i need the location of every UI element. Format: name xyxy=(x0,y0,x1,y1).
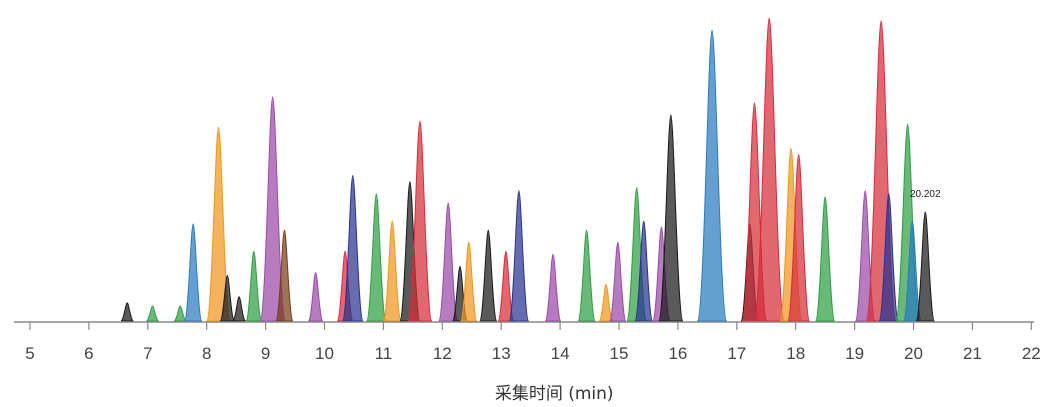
x-tick-label: 18 xyxy=(786,344,805,363)
chromatogram-peak xyxy=(382,220,402,322)
chromatogram-peak xyxy=(753,17,785,322)
annotations-layer: 20.202 xyxy=(910,189,941,200)
x-tick-label: 6 xyxy=(84,344,93,363)
peaks-layer xyxy=(120,17,935,322)
chromatogram-peak xyxy=(609,241,627,322)
x-tick-label: 10 xyxy=(315,344,334,363)
x-tick-label: 17 xyxy=(727,344,746,363)
chromatogram-peak xyxy=(219,275,235,322)
chromatogram-peak xyxy=(438,202,459,322)
x-tick-label: 16 xyxy=(668,344,687,363)
x-tick-label: 22 xyxy=(1022,344,1041,363)
x-axis-ticks: 5 6 7 8 9 10 11 12 13 14 15 16 17 18 19 20 21 22 xyxy=(25,322,1041,363)
x-tick-label: 15 xyxy=(610,344,629,363)
chromatogram-peak xyxy=(460,241,478,322)
x-tick-label: 14 xyxy=(551,344,570,363)
chromatogram-peak xyxy=(173,305,187,322)
chromatogram-peak xyxy=(634,220,654,322)
chromatogram-peak xyxy=(407,120,433,322)
chromatogram-peak xyxy=(366,193,387,322)
chromatogram-peak xyxy=(658,114,684,322)
x-tick-label: 11 xyxy=(375,344,393,363)
x-tick-label: 8 xyxy=(202,344,211,363)
x-axis-title: 采集时间 (min) xyxy=(495,384,614,404)
chromatogram-peak xyxy=(479,229,498,322)
x-tick-label: 12 xyxy=(433,344,452,363)
chromatogram-peak xyxy=(307,272,324,322)
x-tick-label: 9 xyxy=(261,344,270,363)
chromatogram-peak xyxy=(787,153,811,322)
x-tick-label: 19 xyxy=(845,344,864,363)
chromatogram-peak xyxy=(275,229,294,322)
chromatogram-peak xyxy=(577,229,596,322)
chromatogram-peak xyxy=(232,296,247,322)
chromatogram-peak xyxy=(696,29,728,322)
x-tick-label: 13 xyxy=(492,344,511,363)
peak-annotation: 20.202 xyxy=(910,189,941,200)
chromatogram-peak xyxy=(183,223,203,322)
chromatogram-peak xyxy=(342,175,364,322)
chromatogram-peak xyxy=(878,193,899,322)
x-tick-label: 5 xyxy=(25,344,34,363)
chromatogram-peak xyxy=(815,196,836,322)
chromatogram-peak xyxy=(915,211,935,322)
x-tick-label: 7 xyxy=(143,344,152,363)
chromatogram-peak xyxy=(120,302,134,322)
chromatogram-peak xyxy=(245,250,263,322)
chromatogram-peak xyxy=(146,305,160,322)
chromatogram-peak xyxy=(544,253,562,322)
chromatogram-peak xyxy=(508,190,530,322)
x-tick-label: 21 xyxy=(963,344,982,363)
x-tick-label: 20 xyxy=(904,344,923,363)
